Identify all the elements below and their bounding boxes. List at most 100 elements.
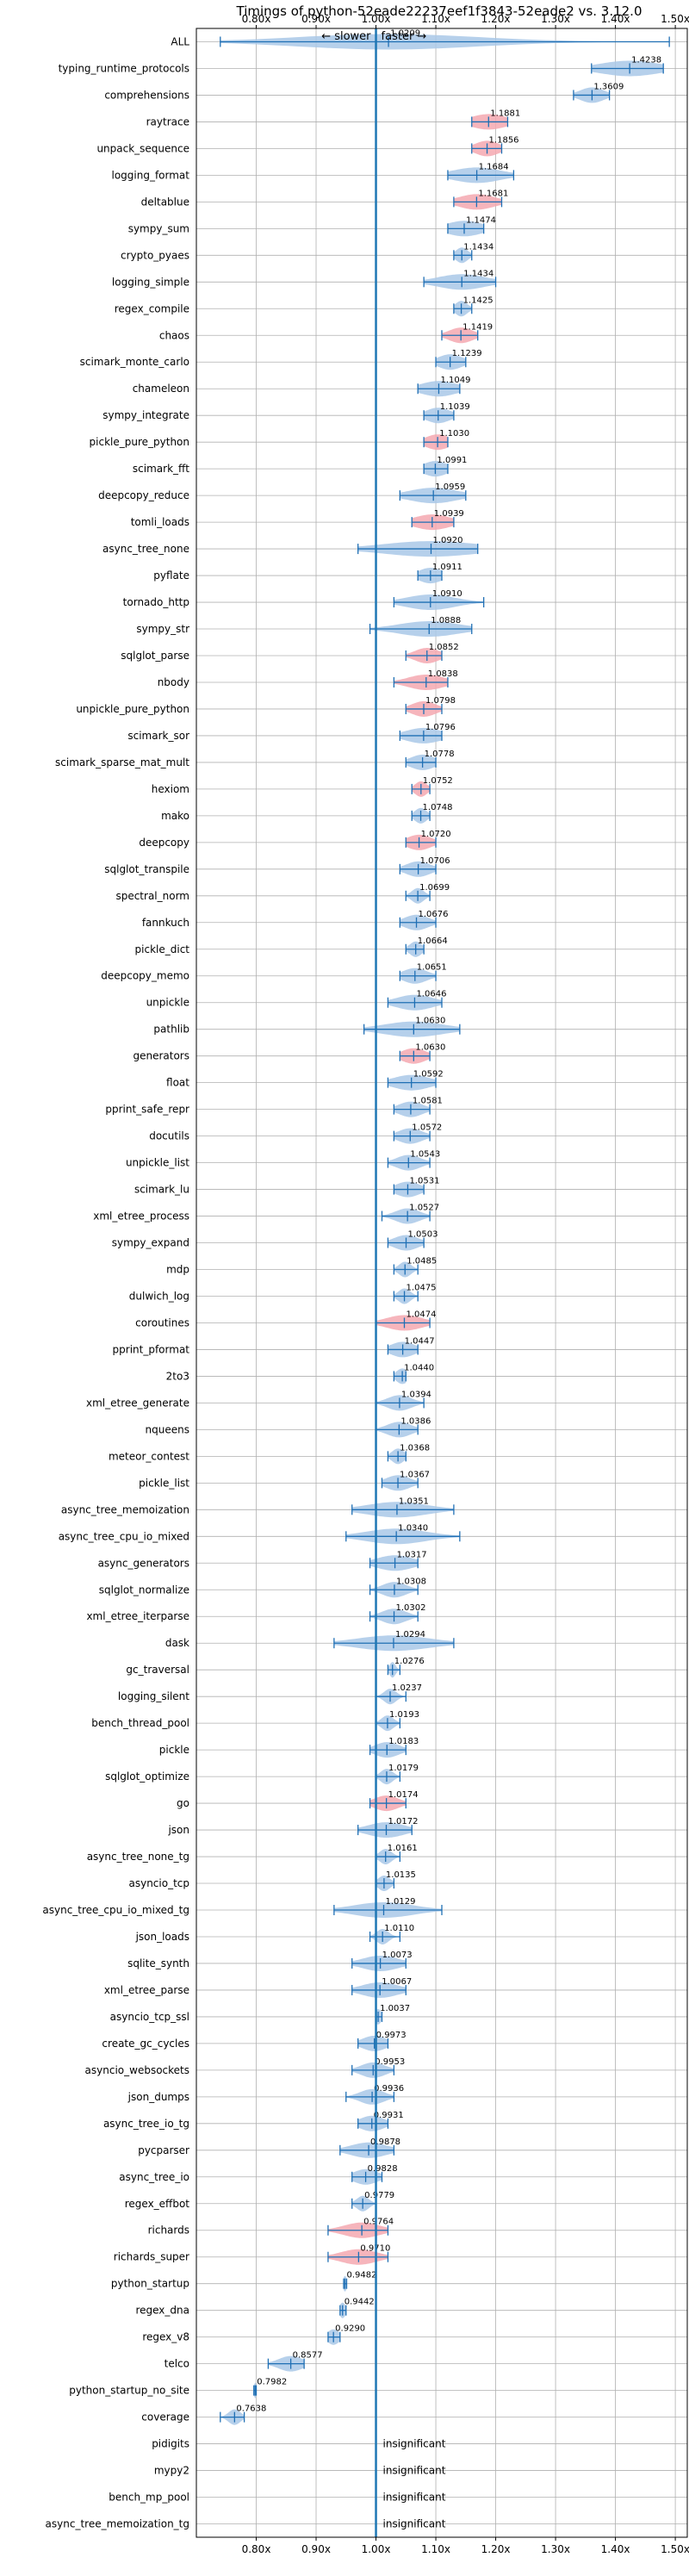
- mean-value-label-39: 1.0592: [413, 1070, 444, 1080]
- benchmark-label-84: python_startup: [111, 2278, 189, 2290]
- benchmark-label-1: typing_runtime_protocols: [59, 62, 189, 74]
- benchmark-label-20: pyflate: [153, 569, 189, 582]
- benchmark-label-9: logging_simple: [112, 276, 189, 288]
- benchmark-label-25: unpickle_pure_python: [76, 703, 189, 715]
- benchmark-label-86: regex_v8: [142, 2331, 189, 2343]
- mean-value-label-50: 1.0440: [404, 1363, 434, 1372]
- benchmark-label-71: json_loads: [135, 1931, 189, 1943]
- benchmark-label-73: xml_etree_parse: [104, 1984, 189, 1996]
- mean-value-label-1: 1.4238: [631, 55, 661, 65]
- mean-value-label-37: 1.0630: [415, 1017, 445, 1026]
- benchmark-label-22: sympy_str: [136, 623, 189, 635]
- benchmark-label-64: pickle: [159, 1744, 189, 1756]
- benchmark-label-2: comprehensions: [104, 89, 189, 101]
- mean-value-label-45: 1.0503: [408, 1230, 438, 1240]
- benchmark-label-13: chameleon: [133, 383, 189, 395]
- mean-value-label-46: 1.0485: [407, 1257, 437, 1266]
- mean-value-label-54: 1.0367: [400, 1470, 430, 1479]
- benchmark-label-52: nqueens: [146, 1423, 189, 1435]
- benchmark-label-21: tornado_http: [123, 596, 189, 608]
- mean-value-label-13: 1.1049: [440, 376, 470, 385]
- insignificant-label-91: insignificant: [383, 2465, 446, 2477]
- x-axis-bottom-ticks: 0.80x 0.90x 1.00x 1.10x 1.20x 1.30x 1.40x 1.50x: [242, 2537, 689, 2555]
- benchmark-label-31: sqlglot_transpile: [104, 863, 189, 875]
- benchmark-label-24: nbody: [158, 676, 189, 688]
- benchmark-label-76: asyncio_websockets: [85, 2064, 189, 2076]
- benchmark-label-91: mypy2: [154, 2465, 189, 2477]
- benchmark-label-6: deltablue: [141, 196, 189, 208]
- mean-value-label-61: 1.0276: [394, 1657, 425, 1666]
- mean-value-label-44: 1.0527: [409, 1204, 439, 1213]
- mean-value-label-25: 1.0798: [425, 696, 456, 706]
- mean-value-label-49: 1.0447: [405, 1336, 435, 1346]
- mean-value-label-65: 1.0179: [388, 1764, 419, 1773]
- benchmark-label-85: regex_dna: [135, 2305, 189, 2317]
- mean-value-label-40: 1.0581: [413, 1097, 443, 1106]
- mean-value-label-34: 1.0664: [418, 936, 448, 946]
- benchmark-label-62: logging_silent: [118, 1690, 189, 1702]
- benchmark-label-47: dulwich_log: [129, 1290, 189, 1302]
- benchmark-label-8: crypto_pyaes: [121, 249, 189, 261]
- benchmark-label-69: asyncio_tcp: [128, 1877, 189, 1889]
- benchmark-label-63: bench_thread_pool: [91, 1717, 189, 1729]
- benchmark-label-55: async_tree_memoization: [61, 1503, 189, 1515]
- mean-value-label-80: 0.9828: [368, 2164, 398, 2174]
- mean-value-label-57: 1.0317: [397, 1550, 427, 1559]
- mean-value-label-33: 1.0676: [419, 910, 449, 919]
- mean-value-label-77: 0.9936: [374, 2084, 404, 2094]
- mean-value-label-38: 1.0630: [415, 1043, 445, 1053]
- benchmark-label-74: asyncio_tcp_ssl: [110, 2011, 189, 2023]
- benchmark-label-26: scimark_sor: [127, 730, 189, 742]
- benchmark-label-56: async_tree_cpu_io_mixed: [59, 1530, 189, 1542]
- mean-value-label-6: 1.1681: [478, 189, 508, 198]
- mean-value-label-4: 1.1856: [489, 135, 519, 145]
- benchmark-label-41: docutils: [149, 1130, 189, 1142]
- benchmark-label-87: telco: [164, 2358, 189, 2370]
- mean-value-label-60: 1.0294: [395, 1630, 425, 1640]
- mean-value-label-58: 1.0308: [396, 1577, 426, 1586]
- mean-value-label-86: 0.9290: [335, 2324, 365, 2334]
- mean-value-label-12: 1.1239: [452, 349, 482, 358]
- mean-value-label-72: 1.0073: [382, 1951, 413, 1960]
- mean-value-label-41: 1.0572: [412, 1123, 442, 1133]
- benchmark-label-59: xml_etree_iterparse: [86, 1610, 189, 1622]
- benchmark-label-60: dask: [165, 1637, 189, 1649]
- mean-value-label-42: 1.0543: [410, 1150, 440, 1160]
- mean-value-label-23: 1.0852: [429, 643, 459, 652]
- xtick-bottom-label-5: 1.30x: [541, 2543, 570, 2555]
- chart-title: Timings of python-52eade22237eef1f3843-5…: [236, 3, 642, 19]
- benchmark-label-92: bench_mp_pool: [109, 2492, 189, 2504]
- mean-value-label-75: 0.9973: [376, 2031, 407, 2040]
- mean-value-label-69: 1.0135: [386, 1870, 416, 1880]
- mean-value-label-28: 1.0752: [423, 776, 453, 786]
- mean-value-label-78: 0.9931: [374, 2111, 404, 2120]
- benchmark-label-49: pprint_pformat: [113, 1343, 190, 1355]
- benchmark-label-70: async_tree_cpu_io_mixed_tg: [42, 1904, 189, 1916]
- benchmark-label-39: float: [166, 1077, 189, 1089]
- mean-value-label-29: 1.0748: [423, 803, 453, 812]
- mean-value-label-3: 1.1881: [490, 109, 520, 118]
- benchmark-label-11: chaos: [159, 329, 189, 341]
- mean-value-label-7: 1.1474: [466, 215, 496, 225]
- mean-value-label-73: 1.0067: [382, 1977, 412, 1987]
- plot-area-frame: [196, 28, 688, 2538]
- violin-plots: 1.0209 1.4238 1.3609 1.1881 1.1856 1.1684 1.16…: [220, 28, 670, 2537]
- xtick-bottom-label-6: 1.40x: [601, 2543, 630, 2555]
- mean-value-label-68: 1.0161: [388, 1844, 418, 1853]
- benchmark-label-38: generators: [133, 1050, 189, 1062]
- mean-value-label-63: 1.0193: [389, 1710, 419, 1720]
- benchmark-label-3: raytrace: [146, 115, 189, 128]
- benchmark-label-61: gc_traversal: [126, 1664, 189, 1676]
- mean-value-label-19: 1.0920: [432, 536, 462, 545]
- xtick-bottom-label-7: 1.50x: [661, 2543, 689, 2555]
- mean-value-label-16: 1.0991: [437, 456, 467, 465]
- benchmark-label-17: deepcopy_reduce: [98, 489, 189, 501]
- x-axis-top-ticks: 0.80x 0.90x 1.00x 1.10x 1.20x 1.30x 1.40x 1.50x: [242, 13, 689, 28]
- mean-value-label-30: 1.0720: [421, 830, 451, 839]
- benchmark-label-19: async_tree_none: [102, 543, 189, 555]
- mean-value-label-87: 0.8577: [293, 2351, 323, 2361]
- benchmark-label-44: xml_etree_process: [93, 1210, 189, 1223]
- benchmark-label-67: json: [167, 1824, 189, 1836]
- mean-value-label-17: 1.0959: [435, 482, 465, 492]
